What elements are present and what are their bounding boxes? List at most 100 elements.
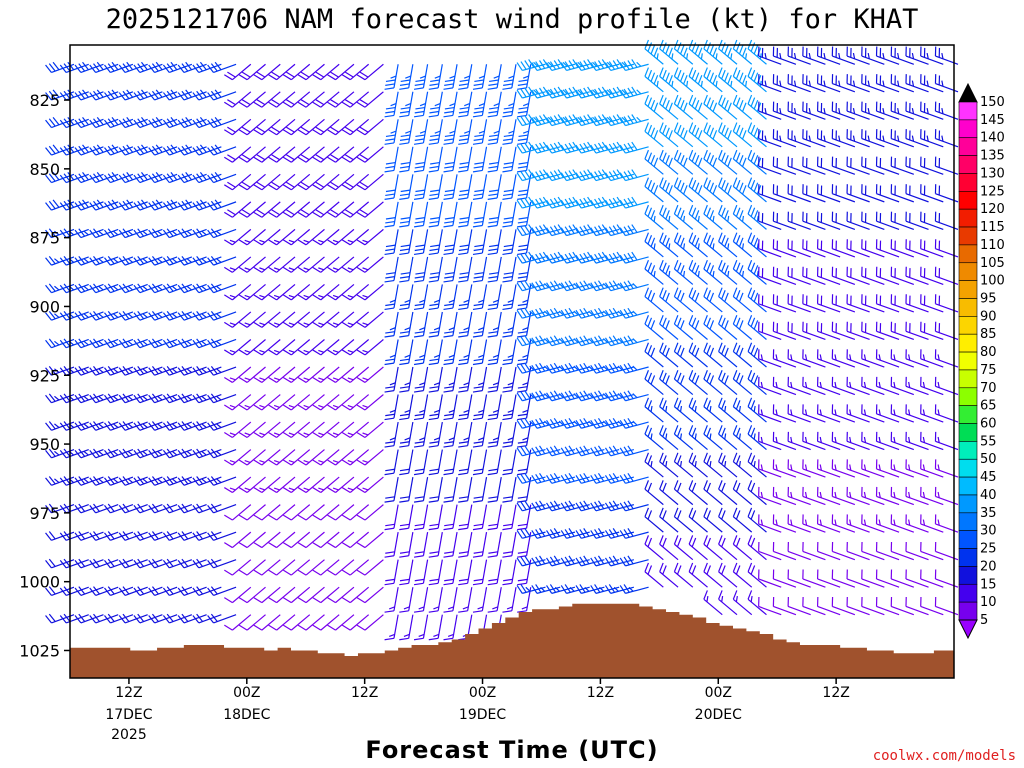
colorbar-swatch <box>958 512 978 531</box>
wind-barb <box>472 256 488 283</box>
wind-barb <box>297 146 325 163</box>
wind-barb <box>732 370 753 395</box>
x-tick-year: 2025 <box>111 727 147 743</box>
wind-barb <box>428 229 443 256</box>
wind-barb <box>575 472 605 484</box>
wind-barb <box>575 500 605 512</box>
wind-barb <box>531 362 561 374</box>
wind-barb <box>384 256 399 283</box>
wind-barb <box>487 146 502 173</box>
wind-barb <box>399 614 414 641</box>
x-tick-time: 12Z <box>822 685 849 701</box>
colorbar-swatch <box>958 405 978 424</box>
wind-barb <box>846 486 870 506</box>
wind-barb <box>312 173 340 191</box>
wind-barb <box>224 339 252 356</box>
colorbar-label: 45 <box>980 470 997 485</box>
wind-barb <box>516 417 546 429</box>
wind-barb <box>905 321 929 341</box>
wind-barb <box>399 449 414 476</box>
colorbar-swatch <box>958 494 978 514</box>
wind-barb <box>516 114 546 127</box>
wind-barb <box>590 196 620 209</box>
wind-barb <box>787 239 811 258</box>
wind-barb <box>341 559 370 576</box>
wind-barb <box>688 507 708 533</box>
wind-barb <box>502 229 517 256</box>
wind-barb <box>517 146 532 173</box>
wind-barb <box>399 64 414 90</box>
wind-barb <box>861 349 885 368</box>
wind-barb <box>312 394 340 411</box>
wind-barb <box>341 146 370 163</box>
wind-barb <box>861 156 885 175</box>
wind-barb <box>560 86 590 99</box>
wind-barb <box>356 394 384 411</box>
wind-barb <box>673 562 694 588</box>
wind-barb <box>718 149 738 175</box>
wind-barb <box>341 173 370 191</box>
wind-barb <box>312 228 340 246</box>
wind-barb <box>703 342 723 368</box>
wind-barb <box>644 562 664 588</box>
wind-barb <box>413 476 429 503</box>
wind-barb <box>517 119 532 145</box>
wind-barb <box>341 531 370 549</box>
wind-barb <box>875 514 900 533</box>
wind-barb <box>831 211 856 230</box>
wind-barb <box>772 294 797 313</box>
wind-barb <box>890 129 915 148</box>
wind-barb <box>861 266 885 286</box>
wind-barb <box>659 259 679 285</box>
colorbar-swatch <box>958 351 978 371</box>
wind-barb <box>487 174 502 200</box>
wind-barb <box>644 67 664 93</box>
wind-barb <box>531 555 561 567</box>
wind-barb <box>772 266 797 286</box>
wind-barb <box>516 224 546 237</box>
wind-barb <box>487 504 502 531</box>
wind-barb <box>312 256 340 273</box>
wind-barb <box>207 393 237 404</box>
wind-barb <box>787 101 811 120</box>
wind-barb <box>787 486 811 506</box>
wind-barb <box>861 541 885 561</box>
wind-barb <box>282 394 311 411</box>
wind-barb <box>428 559 443 586</box>
wind-barb <box>413 174 429 200</box>
wind-barb <box>905 541 929 561</box>
wind-barb <box>816 349 841 368</box>
wind-barb <box>443 504 458 531</box>
wind-barb <box>224 586 252 604</box>
wind-barb <box>831 431 856 451</box>
wind-barb <box>802 541 826 561</box>
wind-barb <box>472 174 488 200</box>
wind-barb <box>428 311 443 338</box>
credit-link[interactable]: coolwx.com/models <box>873 748 1016 764</box>
colorbar-swatch <box>958 280 978 299</box>
wind-barb <box>546 445 576 457</box>
wind-barb <box>472 366 488 393</box>
wind-barb <box>619 169 649 182</box>
wind-barb <box>253 366 281 383</box>
wind-barb <box>312 339 340 356</box>
wind-barb <box>688 259 708 285</box>
wind-barb <box>502 256 517 283</box>
wind-barb <box>297 339 325 356</box>
wind-barb <box>590 280 620 292</box>
wind-barb <box>428 174 443 200</box>
wind-barb <box>384 559 399 586</box>
wind-barb <box>253 421 281 438</box>
wind-barb <box>659 315 679 340</box>
wind-barb <box>268 118 296 136</box>
wind-barb <box>207 61 237 74</box>
wind-barb <box>443 256 458 283</box>
wind-barb <box>341 311 370 328</box>
terrain-surface <box>70 603 954 678</box>
wind-barb <box>384 614 399 641</box>
wind-barb <box>268 394 296 411</box>
wind-barb <box>590 362 620 374</box>
wind-barb <box>487 366 502 393</box>
wind-barb <box>787 74 811 93</box>
wind-barb <box>516 59 546 72</box>
